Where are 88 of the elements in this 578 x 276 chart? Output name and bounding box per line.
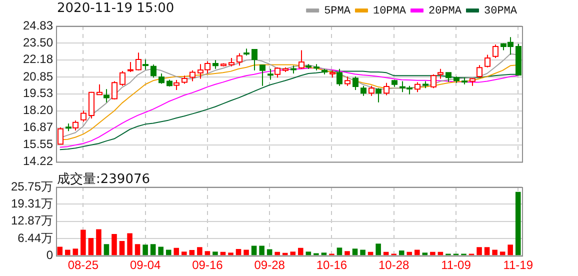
bar bbox=[508, 244, 513, 256]
x-tick-label: 10-16 bbox=[316, 258, 348, 272]
bar bbox=[274, 252, 280, 256]
bar bbox=[236, 248, 242, 256]
y-tick-label: 12.87万 bbox=[10, 214, 53, 228]
bar bbox=[422, 252, 428, 256]
bar bbox=[80, 230, 86, 256]
bar bbox=[430, 252, 436, 256]
bar bbox=[112, 234, 117, 256]
bar bbox=[166, 250, 172, 256]
y-tick-label: 14.22 bbox=[22, 154, 54, 168]
y-tick-label: 16.87 bbox=[22, 120, 54, 134]
bar bbox=[344, 251, 350, 256]
x-tick-label: 11-09 bbox=[441, 258, 472, 272]
legend-label: 30PMA bbox=[484, 5, 518, 18]
bar bbox=[104, 244, 110, 256]
bar bbox=[96, 229, 102, 256]
bar bbox=[266, 249, 272, 256]
candlestick bbox=[104, 88, 110, 103]
chart-title: 2020-11-19 15:00 bbox=[57, 1, 174, 16]
bar bbox=[290, 252, 296, 256]
bar bbox=[127, 233, 132, 256]
bar bbox=[244, 250, 249, 256]
bar bbox=[204, 251, 210, 256]
bar bbox=[174, 248, 180, 256]
bar bbox=[515, 192, 521, 256]
candlestick bbox=[212, 60, 218, 70]
y-tick-label: 22.18 bbox=[22, 52, 54, 66]
bar bbox=[134, 244, 140, 256]
candlestick bbox=[268, 68, 274, 80]
candlestick bbox=[446, 72, 452, 82]
candlestick bbox=[260, 64, 266, 86]
bar bbox=[406, 252, 412, 256]
bar bbox=[484, 247, 490, 256]
candlestick bbox=[298, 50, 304, 70]
candlestick bbox=[128, 61, 134, 72]
bar bbox=[259, 246, 264, 256]
x-tick-label: 10-28 bbox=[378, 258, 410, 272]
bar bbox=[376, 244, 381, 256]
bar bbox=[65, 250, 70, 256]
y-tick-label: 18.20 bbox=[22, 103, 54, 118]
bar bbox=[119, 240, 125, 256]
bar bbox=[212, 252, 218, 256]
bar bbox=[352, 248, 358, 256]
x-tick-label: 09-28 bbox=[254, 258, 286, 272]
x-tick-label: 09-16 bbox=[192, 258, 224, 272]
bar bbox=[360, 250, 366, 256]
candlestick bbox=[96, 84, 102, 96]
y-tick-label: 24.83 bbox=[22, 18, 54, 32]
candlestick bbox=[252, 49, 258, 71]
bar bbox=[492, 250, 498, 256]
bar bbox=[88, 238, 94, 256]
candlestick bbox=[376, 88, 382, 103]
bar bbox=[306, 252, 312, 256]
bar bbox=[150, 244, 156, 256]
candlestick bbox=[142, 59, 148, 70]
y-tick-label: 20.85 bbox=[22, 69, 54, 84]
bar bbox=[414, 250, 420, 256]
y-tick-label: 19.53 bbox=[22, 86, 54, 100]
bar bbox=[228, 252, 234, 256]
bar bbox=[398, 250, 404, 256]
bar bbox=[251, 246, 257, 256]
bar bbox=[158, 246, 164, 256]
x-tick-label: 09-04 bbox=[130, 258, 161, 272]
y-tick-label: 19.31万 bbox=[10, 196, 53, 210]
y-tick-label: 25.75万 bbox=[10, 179, 53, 194]
bar bbox=[72, 248, 78, 256]
legend-label: 20PMA bbox=[428, 5, 462, 18]
x-tick-label: 11-19 bbox=[503, 258, 534, 272]
bar bbox=[298, 248, 304, 256]
y-tick-label: 15.55 bbox=[22, 137, 54, 152]
legend-label: 10PMA bbox=[372, 5, 406, 18]
y-tick-label: 6.44万 bbox=[18, 230, 53, 245]
annotation: 成交量:239076 bbox=[57, 171, 150, 188]
bar bbox=[282, 252, 288, 256]
bar bbox=[476, 247, 482, 256]
bar bbox=[321, 252, 327, 256]
bar bbox=[57, 246, 63, 256]
bar bbox=[189, 250, 195, 256]
bar bbox=[500, 252, 506, 256]
y-tick-label: 0 bbox=[46, 248, 54, 262]
bar bbox=[197, 247, 202, 256]
y-tick-label: 23.50 bbox=[22, 35, 54, 50]
bar bbox=[182, 252, 187, 256]
bar bbox=[142, 244, 148, 256]
legend-label: 5PMA bbox=[324, 5, 351, 18]
x-tick-label: 08-25 bbox=[68, 258, 99, 272]
bar bbox=[336, 248, 342, 256]
